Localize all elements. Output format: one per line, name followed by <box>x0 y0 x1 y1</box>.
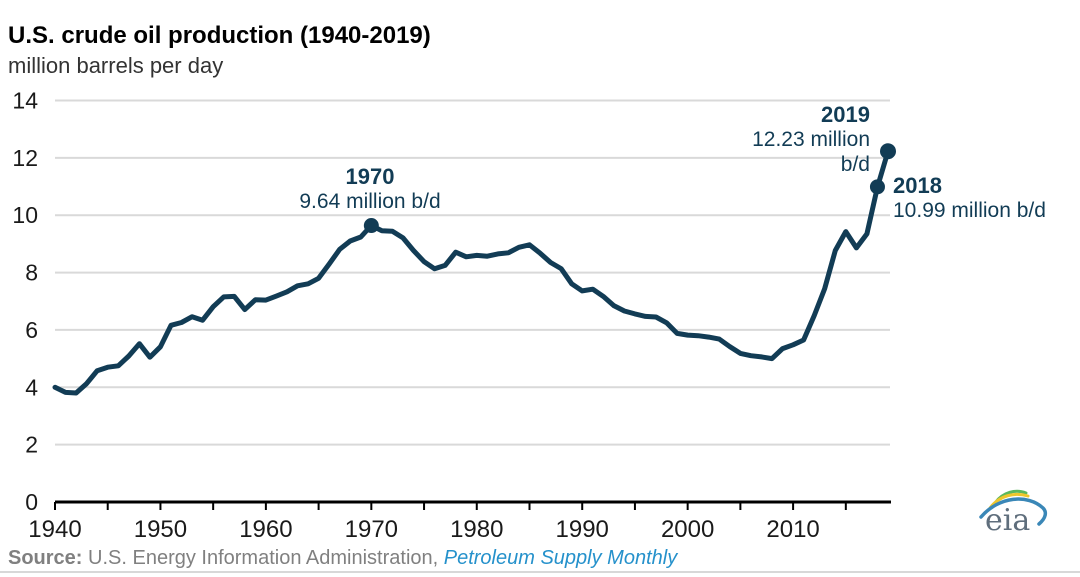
x-tick-label-1990: 1990 <box>556 516 609 543</box>
eia-logo: eia <box>979 489 1048 538</box>
annotation-2018-value: 10.99 million b/d <box>893 199 1046 222</box>
eia-logo-text: eia <box>985 503 1030 538</box>
source-agency: U.S. Energy Information Administration, <box>88 547 439 569</box>
marker-dot-1970 <box>363 218 379 234</box>
y-tick-label-2: 2 <box>25 432 38 458</box>
chart-units-subtitle: million barrels per day <box>8 53 224 78</box>
y-tick-label-12: 12 <box>12 145 38 171</box>
y-tick-label-14: 14 <box>12 88 38 114</box>
x-tick-label-1970: 1970 <box>345 516 398 543</box>
eia-logo-blue-arc <box>979 497 1048 526</box>
bottom-divider <box>0 571 1080 573</box>
annotation-2018: 2018 10.99 million b/d <box>893 173 1078 223</box>
y-tick-label-4: 4 <box>25 374 38 400</box>
annotation-2019-value-line2: b/d <box>840 153 870 176</box>
annotation-2019-year: 2019 <box>821 102 870 127</box>
x-tick-label-1980: 1980 <box>450 516 503 543</box>
x-tick-label-1950: 1950 <box>134 516 187 543</box>
source-attribution: Source: U.S. Energy Information Administ… <box>8 547 677 570</box>
annotation-1970: 1970 9.64 million b/d <box>270 164 470 214</box>
y-tick-label-10: 10 <box>12 202 38 228</box>
annotation-2019-value-line1: 12.23 million <box>752 128 870 151</box>
marker-dot-2019 <box>880 143 896 160</box>
x-tick-label-2000: 2000 <box>661 516 714 543</box>
x-tick-label-2010: 2010 <box>766 516 819 543</box>
x-tick-label-1940: 1940 <box>28 516 81 543</box>
y-tick-label-6: 6 <box>25 317 38 343</box>
page-title: U.S. crude oil production (1940-2019) <box>8 22 431 49</box>
annotation-2019: 2019 12.23 million b/d <box>600 102 870 177</box>
y-tick-label-0: 0 <box>25 489 38 515</box>
annotation-2018-year: 2018 <box>893 173 942 198</box>
annotation-1970-value: 9.64 million b/d <box>299 190 441 213</box>
source-label: Source: <box>8 547 83 569</box>
source-publication-link[interactable]: Petroleum Supply Monthly <box>443 547 678 569</box>
x-tick-label-1960: 1960 <box>239 516 292 543</box>
crude-oil-production-series <box>52 148 891 396</box>
marker-dot-2018 <box>869 179 885 195</box>
annotation-1970-year: 1970 <box>345 164 395 189</box>
y-tick-label-8: 8 <box>25 260 38 286</box>
